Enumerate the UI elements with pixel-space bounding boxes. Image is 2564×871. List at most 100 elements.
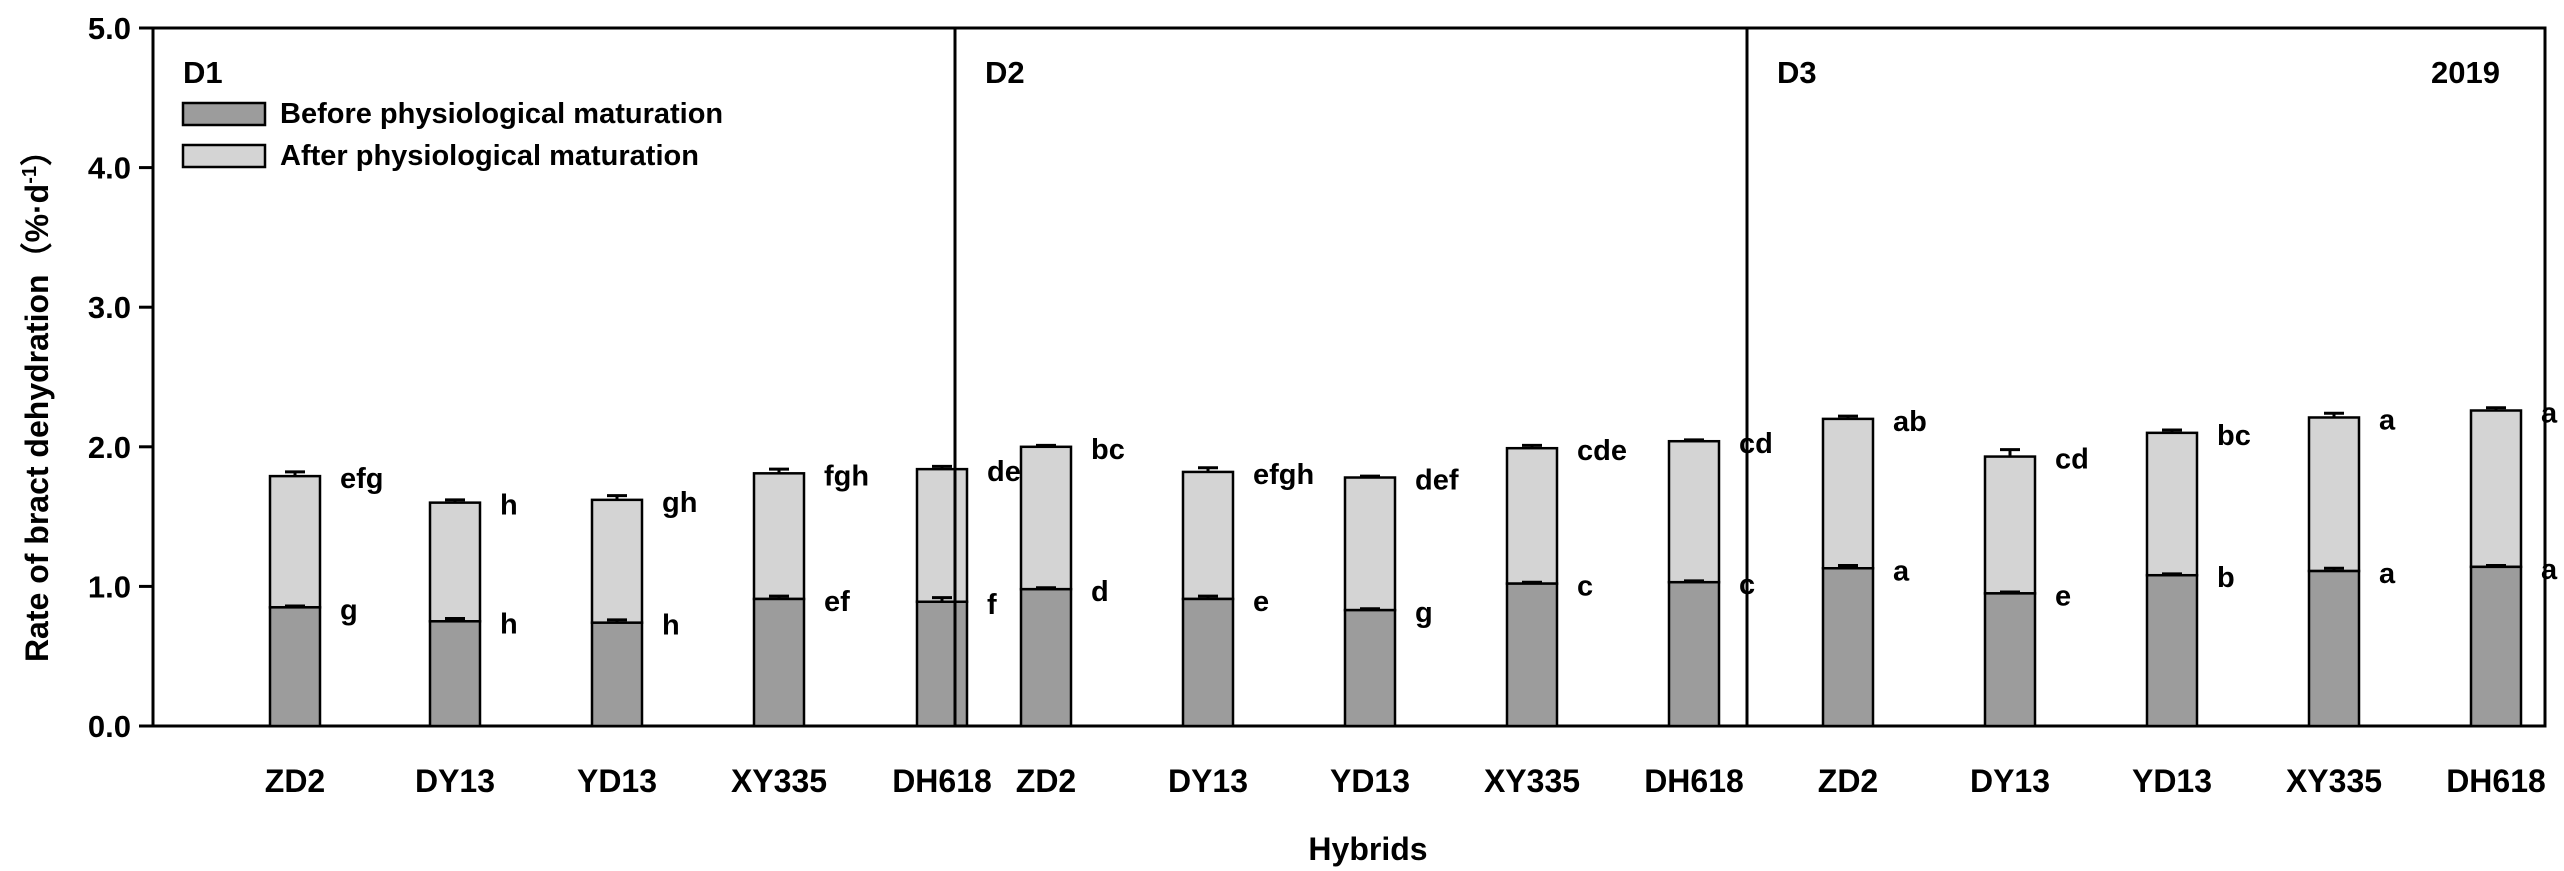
x-tick-label: ZD2 <box>1016 763 1076 799</box>
bar-before-segment <box>1821 567 1875 728</box>
sig-label-total: bc <box>1091 434 1125 466</box>
bar-before-segment <box>2469 565 2523 728</box>
bar-after-segment <box>428 501 482 623</box>
x-tick-label: ZD2 <box>265 763 325 799</box>
y-tick-label: 0.0 <box>88 709 131 744</box>
y-tick-label: 3.0 <box>88 290 131 325</box>
bar-before-segment <box>752 597 806 728</box>
x-tick-label: DY13 <box>1168 763 1248 799</box>
sig-label-before: h <box>662 610 680 642</box>
bar-before-segment <box>1505 582 1559 728</box>
bar-after-segment <box>1667 439 1721 584</box>
sig-label-before: d <box>1091 576 1109 608</box>
bar-before-segment <box>1019 587 1073 728</box>
bar-after-segment <box>1821 417 1875 570</box>
sig-label-total: h <box>500 490 518 522</box>
bar-group: gh h YD13 <box>577 487 697 799</box>
bar-group: a a XY335 <box>2286 404 2396 799</box>
sig-label-before: g <box>340 594 358 626</box>
bar-after-segment <box>1505 446 1559 585</box>
bar-before-segment <box>915 600 969 728</box>
sig-label-before: a <box>2379 558 2396 590</box>
sig-label-before: f <box>987 589 997 621</box>
bar-before-segment <box>1181 597 1235 728</box>
bar-after-segment <box>752 472 806 601</box>
bar-before-segment <box>2307 569 2361 728</box>
year-label: 2019 <box>2431 55 2500 90</box>
y-axis-title-superscript: -1 <box>19 166 41 184</box>
sig-label-before: h <box>500 608 518 640</box>
sig-label-before: g <box>1415 597 1433 629</box>
bar-before-segment <box>1983 592 2037 728</box>
bar-group: ab a ZD2 <box>1818 406 1927 799</box>
sig-label-total: ab <box>1893 406 1927 438</box>
x-tick-label: DY13 <box>415 763 495 799</box>
panel-d3: D3 ab a ZD2 cd e DY13 bc b YD13 a a XY335 a a DH618 <box>1745 26 2558 799</box>
bar-group: bc b YD13 <box>2132 420 2251 799</box>
sig-label-before: c <box>1577 571 1593 603</box>
sig-label-total: cd <box>2055 444 2089 476</box>
sig-label-total: bc <box>2217 420 2251 452</box>
x-tick-label: DH618 <box>1644 763 1744 799</box>
sig-label-total: cd <box>1739 428 1773 460</box>
sig-label-total: gh <box>662 487 697 519</box>
y-axis: 0.0 1.0 2.0 3.0 4.0 5.0 <box>88 11 155 744</box>
panel-label: D3 <box>1777 55 1817 90</box>
y-axis-title-close: ） <box>19 134 55 166</box>
sig-label-before: ef <box>824 586 850 618</box>
x-tick-label: XY335 <box>1484 763 1580 799</box>
bar-group: def g YD13 <box>1330 465 1459 799</box>
x-tick-label: YD13 <box>1330 763 1410 799</box>
bar-group: a a DH618 <box>2446 398 2558 799</box>
x-tick-label: XY335 <box>731 763 827 799</box>
x-tick-label: DY13 <box>1970 763 2050 799</box>
panels: D1 efg g ZD2 h h DY13 gh h YD13 fgh ef XY335 def f DH61… <box>151 26 2558 799</box>
legend-label: Before physiological maturation <box>280 98 723 130</box>
bar-before-segment <box>1343 608 1397 728</box>
bar-group: efg g ZD2 <box>265 463 384 799</box>
sig-label-total: efgh <box>1253 459 1314 491</box>
bar-before-segment <box>2145 573 2199 728</box>
bar-before-segment <box>590 621 644 728</box>
bar-after-segment <box>1343 476 1397 612</box>
x-tick-label: YD13 <box>2132 763 2212 799</box>
legend-item: Before physiological maturation <box>181 98 723 130</box>
legend-swatch <box>181 101 267 127</box>
bar-after-segment <box>590 498 644 624</box>
x-axis-title: Hybrids <box>1308 831 1427 867</box>
legend-swatch <box>181 143 267 169</box>
sig-label-before: e <box>1253 586 1269 618</box>
sig-label-before: b <box>2217 562 2235 594</box>
bar-group: fgh ef XY335 <box>731 460 869 799</box>
bar-group: cde c XY335 <box>1484 435 1627 799</box>
bar-group: h h DY13 <box>415 490 518 799</box>
panel-label: D1 <box>183 55 223 90</box>
bar-after-segment <box>268 474 322 609</box>
bar-group: bc d ZD2 <box>1016 434 1125 799</box>
bar-before-segment <box>268 606 322 728</box>
bar-group: cd e DY13 <box>1970 444 2089 799</box>
y-tick-label: 2.0 <box>88 430 131 465</box>
y-tick-label: 1.0 <box>88 569 131 604</box>
sig-label-total: cde <box>1577 435 1627 467</box>
bar-after-segment <box>915 467 969 604</box>
bar-after-segment <box>2145 431 2199 577</box>
x-tick-label: DH618 <box>892 763 992 799</box>
y-axis-title: Rate of bract dehydration（%·d-1） <box>19 134 55 662</box>
bar-after-segment <box>1181 470 1235 601</box>
x-tick-label: YD13 <box>577 763 657 799</box>
sig-label-total: fgh <box>824 460 869 492</box>
bar-before-segment <box>1667 580 1721 728</box>
panel-d2: D2 bc d ZD2 efgh e DY13 def g YD13 cde c XY335 cdcDH6… <box>953 26 1773 799</box>
x-tick-label: ZD2 <box>1818 763 1878 799</box>
sig-label-total: a <box>2541 398 2558 430</box>
bar-group: efgh e DY13 <box>1168 459 1314 799</box>
bar-after-segment <box>2307 416 2361 573</box>
x-tick-label: XY335 <box>2286 763 2382 799</box>
sig-label-before: a <box>2541 554 2558 586</box>
sig-label-before: e <box>2055 580 2071 612</box>
sig-label-total: a <box>2379 404 2396 436</box>
sig-label-before: a <box>1893 555 1910 587</box>
